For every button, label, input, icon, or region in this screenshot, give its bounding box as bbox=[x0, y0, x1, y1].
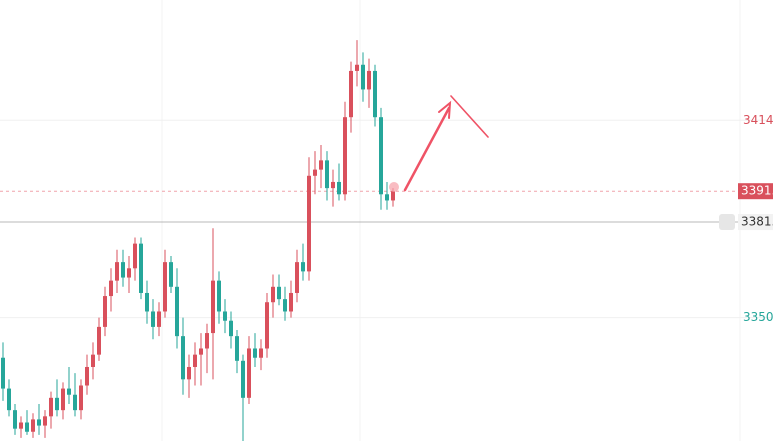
candle-body bbox=[121, 262, 125, 278]
candles bbox=[1, 40, 395, 441]
candle-body bbox=[367, 70, 371, 90]
candle-body bbox=[259, 348, 263, 358]
candle-body bbox=[37, 419, 41, 426]
candle-body bbox=[85, 366, 89, 386]
price-label-bg bbox=[738, 183, 773, 200]
candle-body bbox=[361, 64, 365, 90]
candle-body bbox=[391, 191, 395, 201]
candle-body bbox=[163, 262, 167, 312]
candle-body bbox=[295, 262, 299, 293]
arrow-down bbox=[450, 95, 489, 138]
price-label: 3391. bbox=[741, 184, 773, 198]
candle-body bbox=[97, 326, 101, 355]
candle-body bbox=[247, 348, 251, 398]
candle-body bbox=[355, 64, 359, 71]
candle-body bbox=[109, 280, 113, 297]
arrow-head bbox=[438, 100, 452, 119]
candle-body bbox=[343, 117, 347, 195]
candle-body bbox=[223, 311, 227, 321]
candle-body bbox=[49, 397, 53, 417]
candle-body bbox=[253, 348, 257, 358]
arrow bbox=[389, 95, 489, 192]
cursor-dot bbox=[389, 182, 399, 192]
candle-body bbox=[199, 348, 203, 355]
y-tick-label: 3414. bbox=[743, 113, 773, 127]
grid bbox=[0, 119, 773, 319]
candle-body bbox=[133, 243, 137, 269]
candle-body bbox=[103, 296, 107, 327]
candle-body bbox=[241, 360, 245, 398]
candle-body bbox=[337, 181, 341, 195]
candle-body bbox=[193, 354, 197, 367]
candle-body bbox=[157, 311, 161, 327]
candle-body bbox=[325, 160, 329, 189]
candle-body bbox=[373, 70, 377, 118]
y-tick-label: 3350. bbox=[743, 310, 773, 324]
bell-icon bbox=[719, 214, 735, 231]
candle-body bbox=[67, 388, 71, 395]
candle-body bbox=[289, 292, 293, 312]
candle-body bbox=[43, 416, 47, 426]
candle-body bbox=[313, 169, 317, 176]
candle-body bbox=[19, 422, 23, 429]
candle-body bbox=[145, 292, 149, 312]
candle-body bbox=[127, 268, 131, 278]
candle-body bbox=[283, 299, 287, 312]
candle-body bbox=[181, 336, 185, 380]
candle-body bbox=[235, 336, 239, 361]
candle-body bbox=[205, 333, 209, 349]
candle-body bbox=[271, 286, 275, 303]
candle-body bbox=[175, 286, 179, 337]
candle-body bbox=[7, 388, 11, 411]
candle-body bbox=[385, 194, 389, 201]
candle-body bbox=[379, 117, 383, 195]
price-label-bg bbox=[738, 214, 773, 231]
candle-body bbox=[91, 354, 95, 367]
axis: 3414. 3350. 3391. 3381. bbox=[719, 113, 773, 324]
candle-body bbox=[331, 181, 335, 189]
price-label: 3381. bbox=[741, 215, 773, 229]
arrow-up bbox=[403, 106, 451, 192]
candle-body bbox=[115, 262, 119, 281]
candle-body bbox=[13, 410, 17, 429]
candle-body bbox=[61, 388, 65, 411]
candle-body bbox=[139, 243, 143, 293]
candle-body bbox=[307, 175, 311, 272]
candle-body bbox=[301, 262, 305, 272]
candle-body bbox=[277, 286, 281, 300]
candle-body bbox=[55, 397, 59, 411]
candle-body bbox=[211, 280, 215, 334]
candle-body bbox=[25, 422, 29, 432]
candle-body bbox=[31, 419, 35, 432]
candle-body bbox=[151, 311, 155, 327]
candle-body bbox=[169, 262, 173, 287]
candle-body bbox=[349, 70, 353, 118]
candle-body bbox=[229, 320, 233, 337]
candle-body bbox=[265, 302, 269, 349]
candle-body bbox=[79, 385, 83, 411]
candle-body bbox=[217, 280, 221, 312]
candle-body bbox=[187, 366, 191, 380]
candle-body bbox=[1, 357, 5, 389]
candle-body bbox=[319, 160, 323, 170]
candle-body bbox=[73, 394, 77, 411]
